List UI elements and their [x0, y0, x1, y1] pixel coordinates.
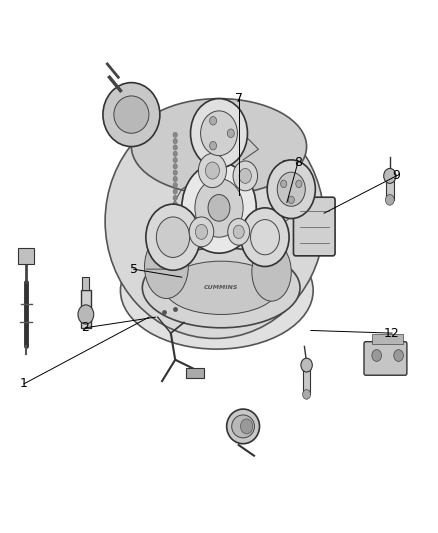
Ellipse shape [232, 415, 254, 438]
Circle shape [198, 154, 226, 188]
Bar [386, 171, 394, 200]
Circle shape [78, 305, 94, 324]
Circle shape [208, 195, 230, 221]
Circle shape [173, 176, 177, 182]
Circle shape [239, 168, 251, 183]
Text: 8: 8 [294, 156, 302, 169]
Circle shape [372, 350, 381, 361]
Circle shape [191, 99, 247, 168]
Circle shape [281, 180, 287, 188]
Circle shape [173, 183, 177, 188]
Ellipse shape [120, 232, 313, 349]
FancyBboxPatch shape [293, 197, 335, 256]
Circle shape [228, 219, 250, 245]
Ellipse shape [105, 104, 324, 338]
Bar [372, 334, 403, 344]
Circle shape [182, 163, 256, 253]
Circle shape [173, 157, 177, 163]
Circle shape [173, 201, 177, 207]
Circle shape [385, 195, 394, 205]
Circle shape [173, 132, 177, 138]
Circle shape [227, 129, 234, 138]
Circle shape [209, 141, 216, 150]
Ellipse shape [142, 248, 300, 328]
Circle shape [173, 189, 177, 194]
Bar [81, 290, 91, 328]
Bar [18, 248, 34, 264]
Text: 5: 5 [130, 263, 138, 276]
Text: 9: 9 [392, 169, 400, 182]
Circle shape [173, 139, 177, 144]
Bar [303, 362, 310, 394]
Circle shape [240, 419, 253, 434]
Circle shape [173, 145, 177, 150]
Circle shape [267, 160, 315, 219]
Circle shape [156, 217, 190, 257]
Circle shape [195, 224, 208, 239]
Circle shape [146, 204, 200, 270]
Circle shape [241, 208, 289, 266]
Bar [82, 277, 89, 290]
FancyBboxPatch shape [364, 342, 407, 375]
Circle shape [233, 225, 244, 239]
Text: 12: 12 [384, 327, 400, 340]
Circle shape [233, 161, 258, 191]
Circle shape [394, 350, 403, 361]
Text: 1: 1 [20, 377, 28, 390]
Circle shape [173, 164, 177, 169]
Circle shape [301, 358, 312, 372]
Ellipse shape [164, 261, 278, 314]
Circle shape [384, 168, 396, 183]
Ellipse shape [114, 96, 149, 133]
Circle shape [173, 195, 177, 200]
Circle shape [288, 196, 294, 204]
Ellipse shape [131, 99, 307, 195]
Circle shape [201, 111, 237, 156]
Ellipse shape [226, 409, 259, 443]
Circle shape [205, 162, 219, 179]
Ellipse shape [103, 83, 160, 147]
Circle shape [296, 180, 302, 188]
Bar [186, 368, 204, 378]
Circle shape [189, 217, 214, 247]
Circle shape [277, 172, 305, 206]
Text: 2: 2 [81, 321, 89, 334]
Text: CUMMINS: CUMMINS [204, 285, 238, 290]
Circle shape [195, 179, 243, 237]
Text: 7: 7 [235, 92, 243, 105]
Ellipse shape [252, 243, 291, 301]
Ellipse shape [145, 235, 188, 298]
Circle shape [303, 390, 311, 399]
Circle shape [173, 151, 177, 156]
Circle shape [209, 117, 216, 125]
Circle shape [173, 170, 177, 175]
